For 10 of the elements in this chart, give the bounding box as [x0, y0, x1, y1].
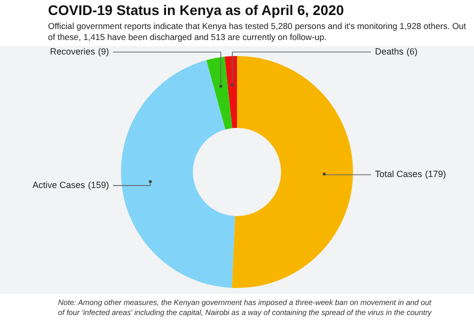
slice-label: Active Cases [32, 180, 86, 190]
data-label: (6) [406, 46, 418, 56]
data-label: (179) [425, 169, 446, 180]
data-label: (9) [98, 46, 110, 57]
slice-label: Recoveries [50, 46, 96, 57]
slice-label: Deaths [375, 46, 404, 56]
chart-subtitle: Official government reports indicate that Kenya has tested 5,280 persons and it's monitoring 1,928 others. Out of these, 1,415 have been discharged and 513 are currently on follow-up. [48, 21, 468, 43]
chart-title: COVID-19 Status in Kenya as of April 6, 2020 [48, 2, 344, 18]
slice-label: Total Cases [375, 169, 423, 180]
data-label: (159) [88, 180, 110, 190]
